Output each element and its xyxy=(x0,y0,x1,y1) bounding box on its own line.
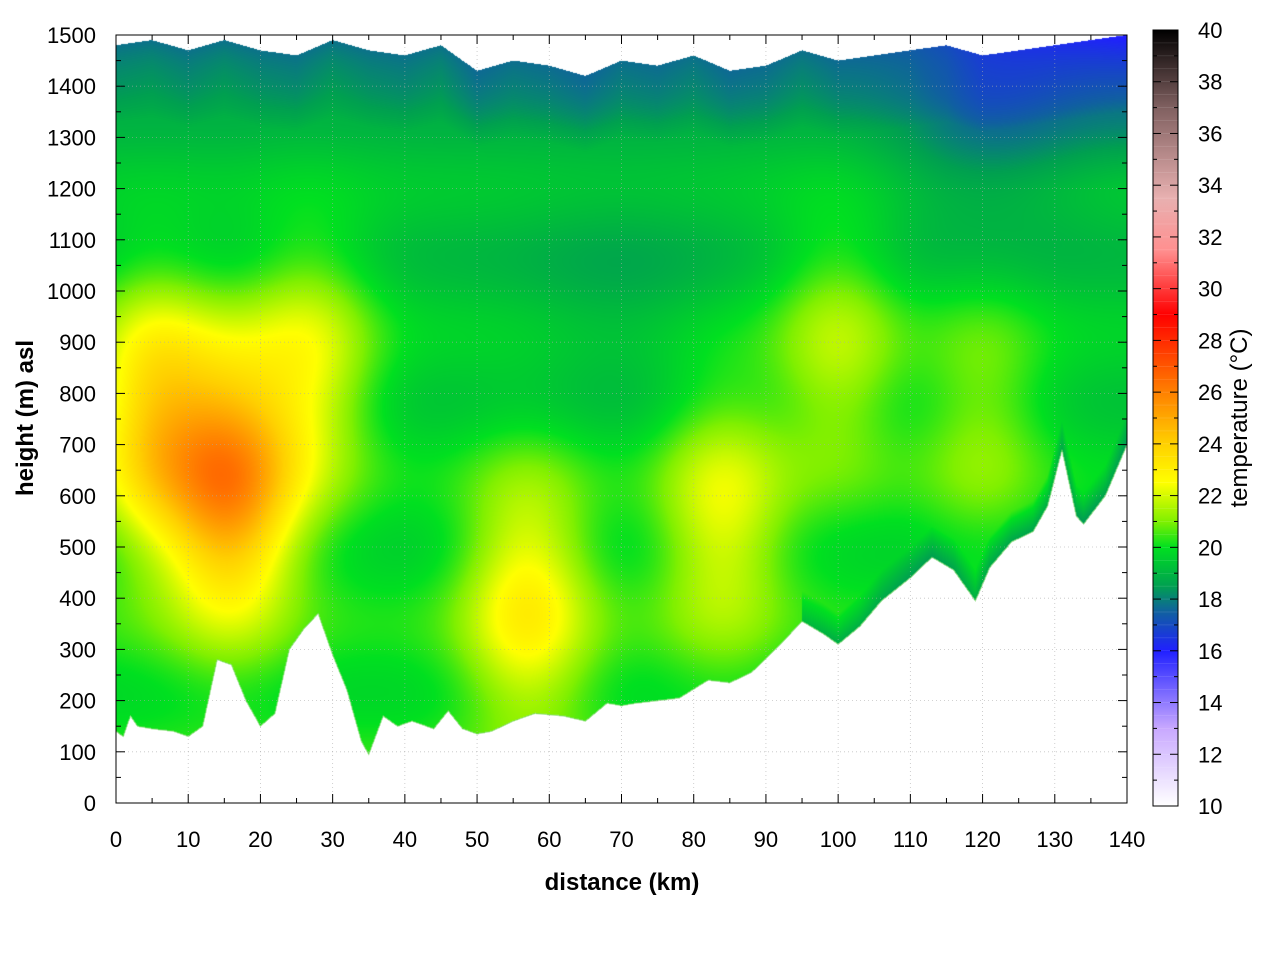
y-tick-label: 1300 xyxy=(47,125,96,150)
y-tick-label: 100 xyxy=(59,740,96,765)
colorbar-scale xyxy=(1153,30,1178,806)
y-axis-ticks: 0 100 200 300 400 500 600 700 800 900 1000 1100 1200… xyxy=(47,23,1127,816)
y-tick-label: 300 xyxy=(59,637,96,662)
colorbar-tick-label: 18 xyxy=(1198,587,1222,612)
x-tick-label: 130 xyxy=(1036,827,1073,852)
colorbar-tick-label: 22 xyxy=(1198,484,1222,509)
x-tick-label: 50 xyxy=(465,827,489,852)
x-tick-label: 110 xyxy=(893,827,928,852)
colorbar-tick-label: 28 xyxy=(1198,328,1222,353)
y-tick-label: 400 xyxy=(59,586,96,611)
x-tick-label: 100 xyxy=(820,827,857,852)
y-tick-label: 700 xyxy=(59,433,96,458)
colorbar-tick-label: 20 xyxy=(1198,535,1222,560)
x-tick-label: 120 xyxy=(964,827,1001,852)
colorbar-tick-label: 38 xyxy=(1198,70,1222,95)
y-tick-label: 1000 xyxy=(47,279,96,304)
y-tick-label: 1200 xyxy=(47,177,96,202)
x-tick-label: 140 xyxy=(1109,827,1146,852)
y-tick-label: 600 xyxy=(59,484,96,509)
colorbar-tick-label: 36 xyxy=(1198,121,1222,146)
colorbar-tick-label: 24 xyxy=(1198,432,1222,457)
grid xyxy=(116,35,1127,803)
y-tick-label: 0 xyxy=(84,791,96,816)
x-tick-label: 90 xyxy=(754,827,778,852)
colorbar-tick-label: 12 xyxy=(1198,742,1222,767)
x-axis-ticks: 0 10 20 30 40 50 60 70 80 90 100 110 120 130 140 xyxy=(110,35,1145,852)
y-tick-label: 1100 xyxy=(49,228,96,253)
x-tick-label: 20 xyxy=(248,827,272,852)
x-tick-label: 10 xyxy=(176,827,200,852)
x-tick-label: 80 xyxy=(681,827,705,852)
colorbar-tick-label: 30 xyxy=(1198,277,1222,302)
y-axis-title: height (m) asl xyxy=(12,340,39,496)
colorbar-tick-label: 16 xyxy=(1198,639,1222,664)
colorbar-tick-label: 34 xyxy=(1198,173,1222,198)
y-tick-label: 1400 xyxy=(47,74,96,99)
x-tick-label: 30 xyxy=(320,827,344,852)
y-tick-label: 800 xyxy=(59,381,96,406)
colorbar-tick-label: 40 xyxy=(1198,18,1222,43)
x-tick-label: 0 xyxy=(110,827,122,852)
x-tick-label: 70 xyxy=(609,827,633,852)
x-tick-label: 60 xyxy=(537,827,561,852)
x-tick-label: 40 xyxy=(393,827,417,852)
colorbar-tick-label: 10 xyxy=(1198,794,1222,819)
colorbar-title: temperature (°C) xyxy=(1226,329,1253,508)
colorbar-tick-label: 26 xyxy=(1198,380,1222,405)
y-tick-label: 200 xyxy=(59,689,96,714)
x-axis-title: distance (km) xyxy=(545,869,700,896)
colorbar-tick-label: 14 xyxy=(1198,691,1222,716)
y-tick-label: 500 xyxy=(59,535,96,560)
colorbar-tick-label: 32 xyxy=(1198,225,1222,250)
terrain-profile-line xyxy=(115,444,1128,756)
y-tick-label: 1500 xyxy=(47,23,96,48)
y-tick-label: 900 xyxy=(59,330,96,355)
colorbar: 10 12 14 16 18 20 22 24 26 28 30 32 34 36 38 40 xyxy=(1152,18,1222,819)
